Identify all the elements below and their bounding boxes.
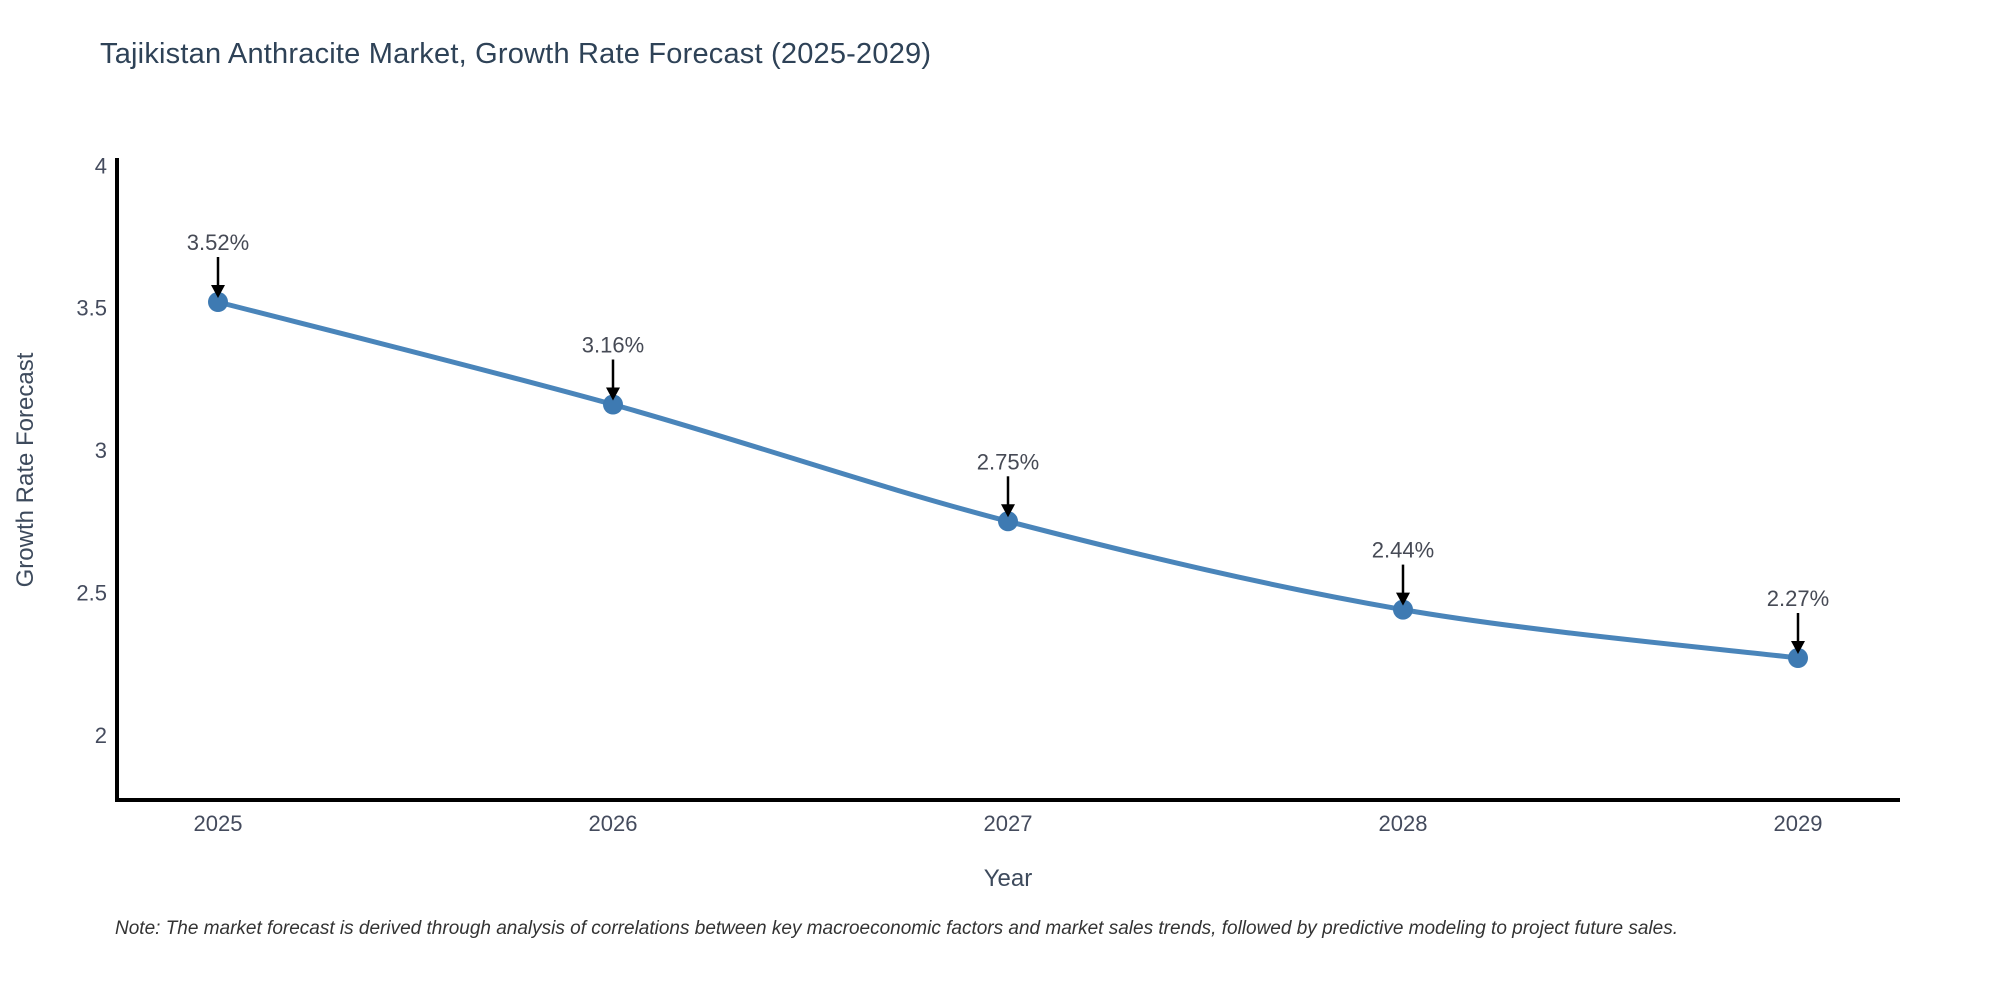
y-tick-label-3: 3	[95, 438, 107, 463]
x-axis-tick-labels: 2025 2026 2027 2028 2029	[194, 811, 1823, 836]
chart-note: Note: The market forecast is derived thr…	[115, 918, 1678, 939]
axes	[115, 158, 1900, 802]
annotation-arrowhead	[1791, 641, 1805, 654]
y-tick-label-2: 2	[95, 723, 107, 748]
data-point-2026[interactable]	[603, 394, 623, 415]
x-tick-label-2029: 2029	[1774, 811, 1823, 836]
x-tick-label-2027: 2027	[984, 811, 1033, 836]
annotation-label-2026: 3.16%	[582, 333, 644, 358]
annotation-arrowhead	[1396, 592, 1410, 606]
chart-title: Tajikistan Anthracite Market, Growth Rat…	[100, 38, 932, 70]
x-tick-label-2026: 2026	[589, 811, 638, 836]
annotation-label-2028: 2.44%	[1372, 538, 1434, 563]
y-axis-tick-labels: 2 2.5 3 3.5 4	[76, 153, 107, 748]
annotation-label-2025: 3.52%	[187, 230, 249, 255]
y-tick-label-2.5: 2.5	[76, 581, 107, 606]
x-tick-label-2028: 2028	[1379, 811, 1428, 836]
data-point-markers	[208, 292, 1808, 668]
annotation-arrowhead	[606, 387, 620, 401]
data-point-2028[interactable]	[1393, 599, 1413, 620]
annotation-arrowhead	[211, 285, 225, 298]
annotation-label-2027: 2.75%	[977, 449, 1039, 474]
x-axis-title: Year	[984, 865, 1033, 892]
x-tick-label-2025: 2025	[194, 811, 243, 836]
annotation-arrowhead	[1001, 504, 1015, 518]
point-annotations: 3.52% 3.16% 2.75% 2.44% 2.27%	[187, 230, 1829, 654]
annotation-label-2029: 2.27%	[1767, 586, 1829, 611]
y-axis-title: Growth Rate Forecast	[12, 352, 39, 587]
y-tick-label-3.5: 3.5	[76, 296, 107, 321]
data-point-2029[interactable]	[1788, 648, 1808, 668]
data-point-2027[interactable]	[998, 511, 1018, 532]
y-tick-label-4: 4	[95, 153, 107, 178]
data-point-2025[interactable]	[208, 292, 228, 312]
